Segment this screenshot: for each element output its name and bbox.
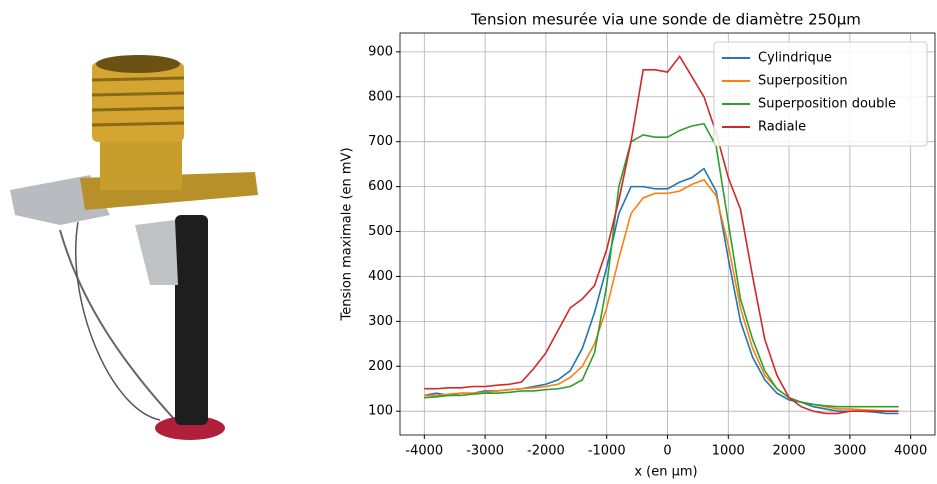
x-tick-label: -3000 bbox=[466, 444, 504, 459]
y-tick-label: 200 bbox=[368, 359, 393, 374]
y-axis-label: Tension maximale (en mV) bbox=[340, 147, 355, 321]
y-tick-label: 700 bbox=[368, 134, 393, 149]
legend-label: Superposition double bbox=[758, 97, 896, 112]
y-tick-label: 900 bbox=[368, 44, 393, 59]
y-tick-label: 400 bbox=[368, 269, 393, 284]
data-line bbox=[424, 178, 899, 412]
axes-frame bbox=[399, 32, 936, 436]
x-tick-label: 3000 bbox=[833, 444, 866, 459]
x-tick-label: 1000 bbox=[712, 444, 745, 459]
y-tick-label: 100 bbox=[368, 404, 393, 419]
x-tick-label: 0 bbox=[663, 444, 671, 459]
x-tick-label: -4000 bbox=[405, 444, 443, 459]
photo-connector bbox=[10, 55, 258, 440]
data-line bbox=[424, 122, 899, 408]
x-tick-label: 2000 bbox=[773, 444, 806, 459]
data-line bbox=[424, 54, 899, 415]
x-axis-label: x (en µm) bbox=[634, 465, 697, 480]
y-tick-label: 600 bbox=[368, 179, 393, 194]
chart-title: Tension mesurée via une sonde de diamètr… bbox=[470, 11, 861, 29]
data-line bbox=[424, 167, 899, 415]
y-tick-label: 500 bbox=[368, 224, 393, 239]
x-tick-label: -2000 bbox=[527, 444, 565, 459]
legend-label: Cylindrique bbox=[758, 51, 832, 66]
y-tick-label: 800 bbox=[368, 89, 393, 104]
x-tick-label: -1000 bbox=[588, 444, 626, 459]
x-tick-label: 4000 bbox=[894, 444, 927, 459]
legend-label: Superposition bbox=[758, 74, 848, 89]
legend-box bbox=[713, 41, 928, 147]
legend-label: Radiale bbox=[758, 120, 806, 135]
y-tick-label: 300 bbox=[368, 314, 393, 329]
